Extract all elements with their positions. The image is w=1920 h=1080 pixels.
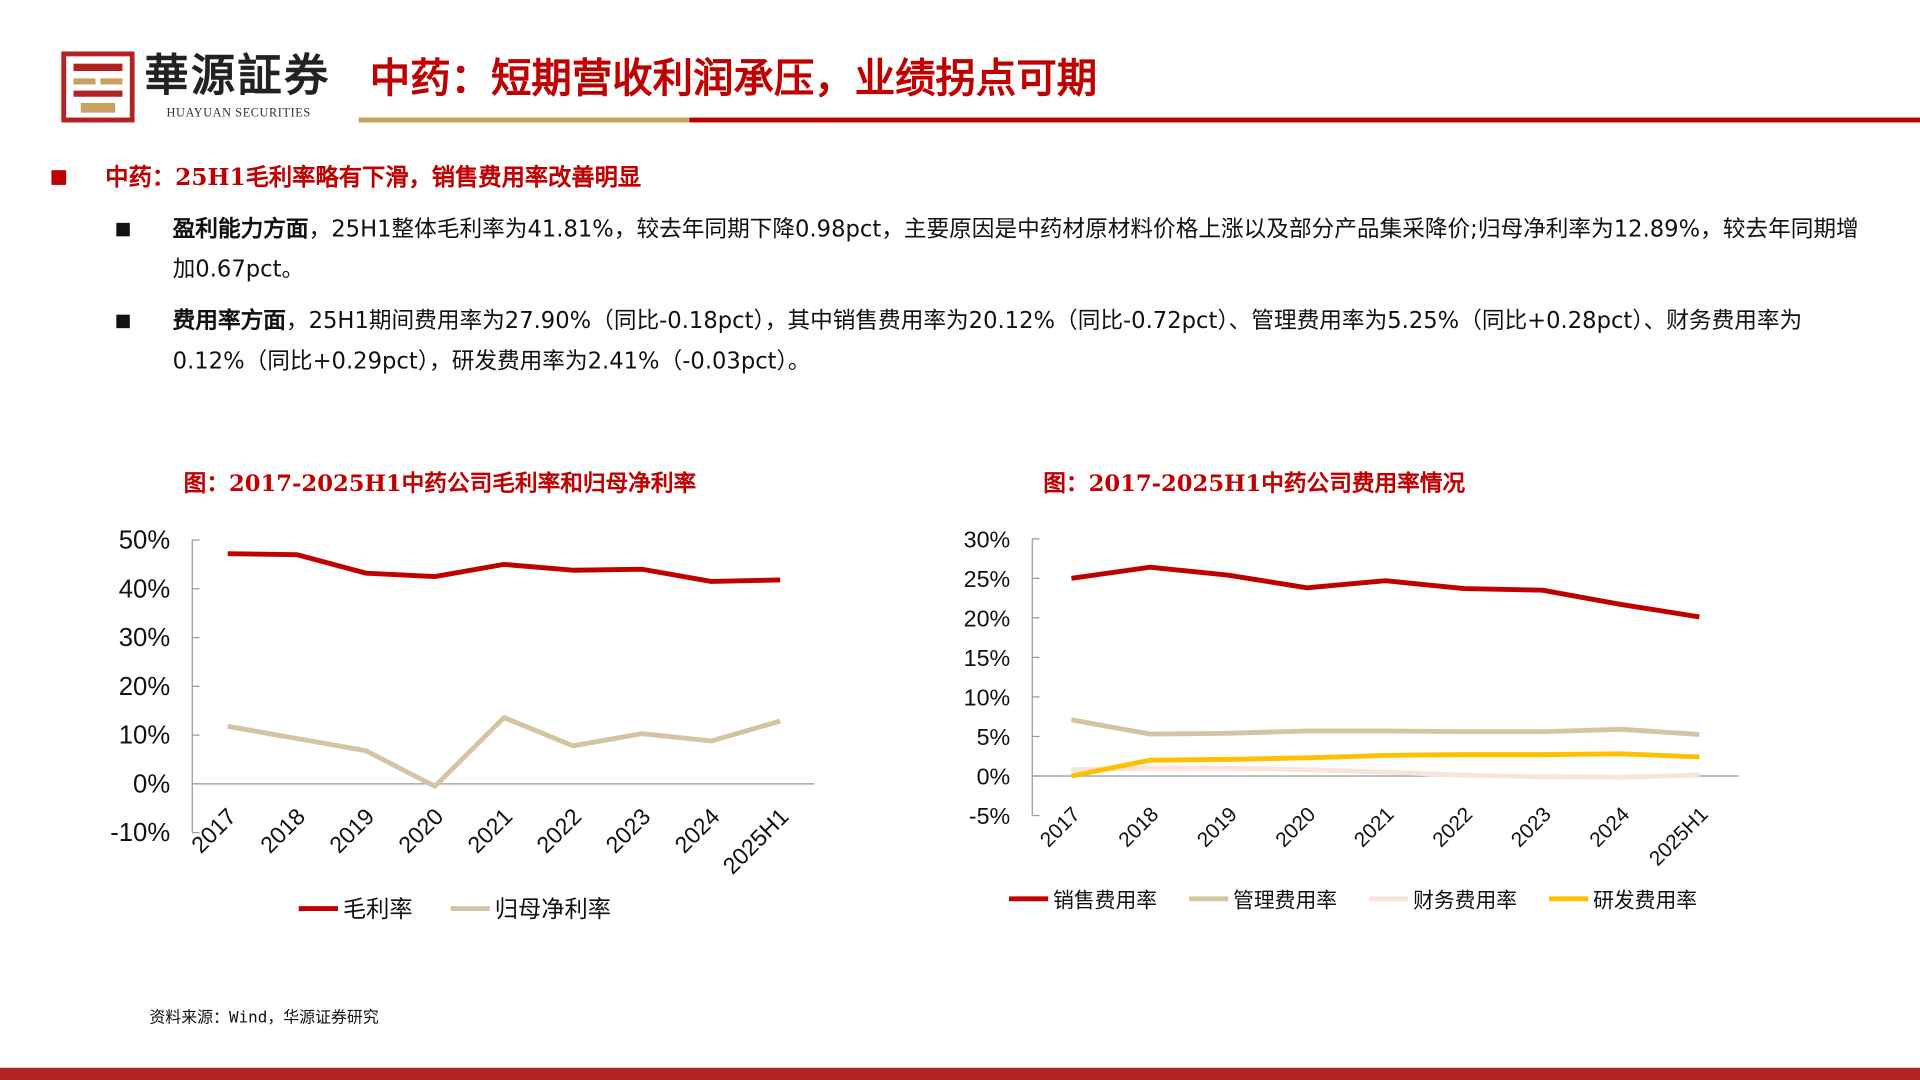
x-tick-label: 2025H1: [1645, 803, 1713, 871]
y-tick-label: 40%: [119, 575, 170, 603]
legend-label: 归母净利率: [495, 896, 611, 922]
x-tick-label: 2019: [1193, 803, 1242, 852]
series-line-1: [1071, 564, 1700, 620]
paragraph-bullet: [116, 222, 130, 237]
title-divider-red: [689, 117, 1920, 123]
x-tick-label: 2018: [1114, 803, 1163, 852]
chart-title-margins: 图：2017-2025H1中药公司毛利率和归母净利率: [183, 471, 697, 498]
legend-label: 销售费用率: [1053, 889, 1157, 912]
y-tick-label: 15%: [964, 645, 1011, 671]
legend-label: 毛利率: [343, 896, 413, 922]
y-tick-label: 10%: [964, 684, 1011, 710]
x-tick-label: 2022: [1428, 803, 1477, 852]
legend-label: 研发费用率: [1593, 889, 1697, 912]
paragraph-profitability: 盈利能力方面，25H1整体毛利率为41.81%，较去年同期下降0.98pct，主…: [173, 209, 1862, 290]
y-tick-label: 50%: [119, 527, 170, 555]
chart-title-expenses: 图：2017-2025H1中药公司费用率情况: [1043, 471, 1466, 498]
paragraph-text: ，25H1整体毛利率为41.81%，较去年同期下降0.98pct，主要原因是中药…: [172, 216, 1859, 283]
page-title: 中药：短期营收利润承压，业绩拐点可期: [369, 53, 1098, 102]
brand-name-en: HUAYUAN SECURITIES: [166, 106, 311, 121]
legend-label: 财务费用率: [1413, 889, 1517, 912]
x-tick-label: 2023: [1507, 803, 1556, 852]
y-tick-label: 20%: [119, 673, 170, 701]
paragraph-row: 盈利能力方面，25H1整体毛利率为41.81%，较去年同期下降0.98pct，主…: [110, 209, 1861, 290]
y-tick-label: 20%: [964, 605, 1011, 631]
y-tick-label: -5%: [969, 803, 1010, 829]
y-tick-label: 30%: [119, 624, 170, 652]
brand-name: 華源証券: [144, 50, 331, 102]
y-tick-label: -10%: [110, 819, 170, 847]
x-tick-label: 2021: [1350, 803, 1399, 852]
x-tick-label: 2017: [1036, 803, 1085, 852]
y-tick-label: 10%: [119, 722, 170, 750]
source-note: 资料来源：Wind，华源证券研究: [149, 1008, 379, 1028]
paragraph-lead: 盈利能力方面: [172, 216, 309, 243]
y-tick-label: 30%: [964, 526, 1011, 552]
y-tick-label: 0%: [977, 764, 1011, 790]
legend-label: 管理费用率: [1233, 889, 1337, 912]
footer-bar: [0, 1067, 1920, 1080]
section-title: 中药：25H1毛利率略有下滑，销售费用率改善明显: [105, 164, 642, 192]
paragraph-expense: 费用率方面，25H1期间费用率为27.90%（同比-0.18pct），其中销售费…: [173, 301, 1862, 382]
series-line-2: [1071, 717, 1700, 737]
x-tick-label: 2024: [1585, 803, 1634, 852]
y-tick-label: 0%: [133, 770, 170, 798]
paragraph-list: 盈利能力方面，25H1整体毛利率为41.81%，较去年同期下降0.98pct，主…: [110, 209, 1861, 393]
paragraph-lead: 费用率方面: [172, 308, 286, 335]
company-logo: [61, 51, 135, 123]
paragraph-text: ，25H1期间费用率为27.90%（同比-0.18pct），其中销售费用率为20…: [172, 308, 1803, 375]
y-tick-label: 5%: [977, 724, 1011, 750]
y-tick-label: 25%: [964, 566, 1011, 592]
x-tick-label: 2020: [1271, 803, 1320, 852]
section-bullet: [51, 170, 67, 185]
paragraph-row: 费用率方面，25H1期间费用率为27.90%（同比-0.18pct），其中销售费…: [110, 301, 1861, 382]
paragraph-bullet: [116, 314, 130, 329]
title-divider-gold: [358, 117, 690, 123]
